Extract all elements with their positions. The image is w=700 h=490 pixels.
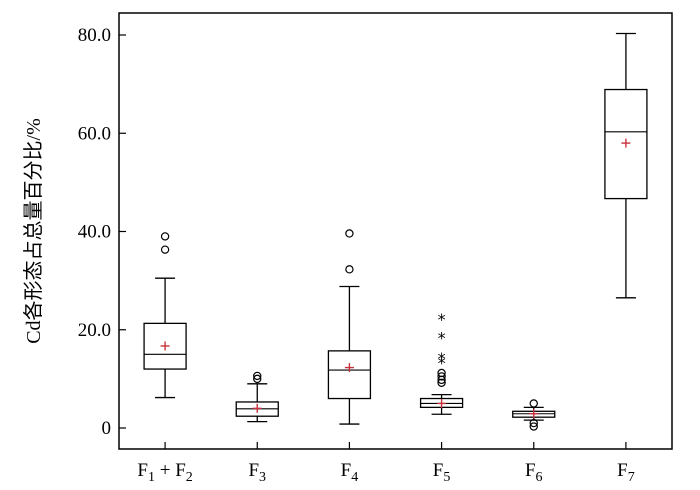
outlier-star: * xyxy=(438,354,446,373)
plot-frame xyxy=(118,12,673,450)
outlier-star: * xyxy=(438,310,446,329)
iqr-box xyxy=(327,350,372,400)
outlier-circle xyxy=(529,422,538,431)
box-1 xyxy=(143,232,187,399)
outlier-star: * xyxy=(438,329,446,348)
box-3 xyxy=(327,229,372,425)
x-tick-label: F1 + F2 xyxy=(137,460,192,485)
outlier-circle xyxy=(345,229,354,238)
x-tick-label: F7 xyxy=(617,460,635,485)
outlier-circle xyxy=(437,368,446,378)
outlier-circle xyxy=(529,399,538,408)
y-tick-label: 20.0 xyxy=(78,320,111,341)
x-axis-labels: F1 + F2 F3 F4 F5 F6 F7 xyxy=(137,442,635,485)
y-tick-label: 80.0 xyxy=(78,25,111,46)
iqr-box xyxy=(604,88,648,200)
y-tick-label: 40.0 xyxy=(78,222,111,243)
outlier-circle xyxy=(160,232,170,241)
outlier-circle xyxy=(437,378,446,388)
outlier-circle xyxy=(529,418,538,428)
box-series: **** xyxy=(143,32,648,431)
box-5 xyxy=(512,399,556,431)
y-tick-label: 60.0 xyxy=(78,123,111,144)
x-tick-label: F4 xyxy=(341,460,359,485)
outlier-circle xyxy=(437,372,446,381)
x-tick-label: F3 xyxy=(248,460,266,485)
box-6 xyxy=(604,32,648,299)
outlier-star: * xyxy=(438,349,446,368)
outlier-circle xyxy=(253,371,262,381)
outlier-circle xyxy=(160,245,170,254)
box-2 xyxy=(235,371,279,423)
y-axis-label: Cd各形态占总量百分比/% xyxy=(22,118,45,344)
box-4: **** xyxy=(419,310,464,415)
y-tick-label: 0 xyxy=(102,418,112,439)
outlier-circle xyxy=(345,265,354,274)
x-tick-label: F5 xyxy=(433,460,451,485)
y-axis-ticks: 0 20.0 40.0 60.0 80.0 xyxy=(78,25,126,439)
x-tick-label: F6 xyxy=(525,460,543,485)
outlier-circle xyxy=(253,374,262,384)
